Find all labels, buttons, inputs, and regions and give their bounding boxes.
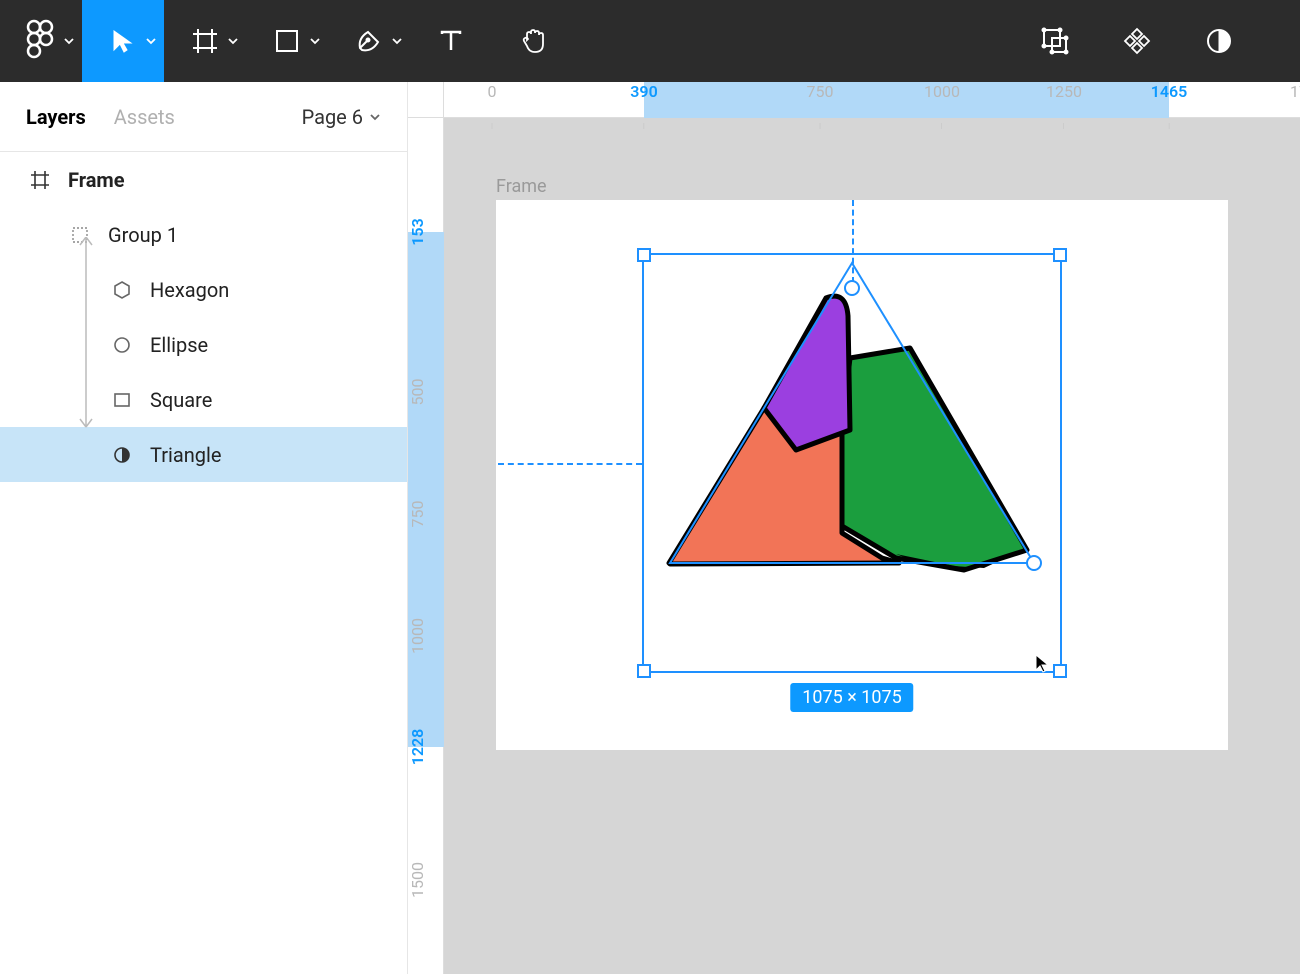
text-tool-button[interactable]: [410, 0, 492, 82]
selection-handle-br[interactable]: [1053, 664, 1067, 678]
layer-name: Triangle: [150, 443, 221, 467]
menu-button[interactable]: [0, 0, 82, 82]
page-label: Page 6: [302, 105, 363, 129]
chevron-down-icon: [310, 36, 320, 46]
hand-icon: [518, 26, 548, 56]
ruler-tick: 750: [408, 501, 444, 528]
ruler-tick: 153: [408, 218, 444, 245]
selection-handle-bl[interactable]: [637, 664, 651, 678]
layer-name: Square: [150, 388, 212, 412]
mask-button[interactable]: [1178, 0, 1260, 82]
components-button[interactable]: [1096, 0, 1178, 82]
selection-box[interactable]: [642, 253, 1062, 673]
ruler-vertical[interactable]: 1535007501000122815001750: [408, 82, 444, 974]
hand-tool-button[interactable]: [492, 0, 574, 82]
figma-logo-icon: [26, 19, 56, 63]
hexagon-icon: [108, 276, 136, 304]
ruler-horizontal[interactable]: 039075010001250146517502000: [444, 82, 1300, 118]
text-icon: [438, 28, 464, 54]
rectangle-icon: [274, 28, 300, 54]
layers-tree: Frame Group 1 Hexagon Ellipse Square Triangle: [0, 152, 407, 482]
boolean-icon: [1040, 26, 1070, 56]
shape-tool-button[interactable]: [246, 0, 328, 82]
panel-header: Layers Assets Page 6: [0, 82, 407, 152]
layer-row-hexagon[interactable]: Hexagon: [0, 262, 407, 317]
mask-icon: [1205, 27, 1233, 55]
boolean-tool-button[interactable]: [1014, 0, 1096, 82]
frame-icon: [191, 27, 219, 55]
pen-tool-button[interactable]: [328, 0, 410, 82]
layer-row-group-1[interactable]: Group 1: [0, 207, 407, 262]
layer-row-ellipse[interactable]: Ellipse: [0, 317, 407, 372]
pen-icon: [354, 26, 384, 56]
selection-handle-tl[interactable]: [637, 248, 651, 262]
layer-row-frame[interactable]: Frame: [0, 152, 407, 207]
frame-tool-button[interactable]: [164, 0, 246, 82]
layer-row-square[interactable]: Square: [0, 372, 407, 427]
ruler-tick: 1500: [408, 862, 444, 898]
group-icon: [66, 221, 94, 249]
layer-name: Group 1: [108, 223, 178, 247]
chevron-down-icon: [392, 36, 402, 46]
toolbar: [0, 0, 1300, 82]
square-icon: [108, 386, 136, 414]
viewport[interactable]: Frame 1075 × 1075: [444, 118, 1300, 974]
ruler-tick: 1228: [408, 729, 444, 766]
layer-name: Ellipse: [150, 333, 208, 357]
frame-icon: [26, 166, 54, 194]
halfcircle-icon: [108, 441, 136, 469]
page-selector[interactable]: Page 6: [302, 105, 381, 129]
components-icon: [1122, 26, 1152, 56]
ruler-corner: [408, 82, 444, 118]
selection-handle-tr[interactable]: [1053, 248, 1067, 262]
layer-name: Frame: [68, 168, 125, 192]
dimensions-badge: 1075 × 1075: [790, 683, 913, 712]
move-tool-button[interactable]: [82, 0, 164, 82]
cursor-pointer: [1034, 653, 1050, 678]
ellipse-icon: [108, 331, 136, 359]
tab-layers[interactable]: Layers: [26, 105, 86, 129]
chevron-down-icon: [146, 36, 156, 46]
main-area: Layers Assets Page 6 Frame Group 1 Hexagon…: [0, 82, 1300, 974]
tab-assets[interactable]: Assets: [114, 105, 175, 129]
layer-name: Hexagon: [150, 278, 229, 302]
canvas[interactable]: 1535007501000122815001750 03907501000125…: [408, 82, 1300, 974]
layer-row-triangle[interactable]: Triangle: [0, 427, 407, 482]
layers-panel: Layers Assets Page 6 Frame Group 1 Hexagon…: [0, 82, 408, 974]
ruler-tick: 1000: [408, 618, 444, 654]
cursor-icon: [110, 28, 136, 54]
chevron-down-icon: [228, 36, 238, 46]
ruler-tick: 500: [408, 379, 444, 406]
chevron-down-icon: [64, 36, 74, 46]
chevron-down-icon: [369, 111, 381, 123]
